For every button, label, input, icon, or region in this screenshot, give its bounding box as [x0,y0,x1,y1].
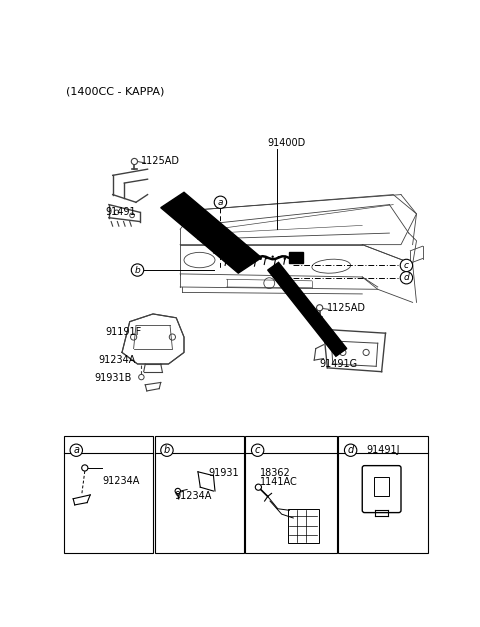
Text: d: d [404,273,409,282]
Circle shape [400,260,413,271]
Polygon shape [161,192,262,273]
Text: 91491: 91491 [105,208,135,218]
Text: 91400D: 91400D [268,138,306,148]
Bar [374,477,389,497]
Text: a: a [217,198,223,207]
Text: 1125AD: 1125AD [142,157,180,167]
Circle shape [252,444,264,456]
Circle shape [253,256,256,258]
Circle shape [400,271,413,284]
Circle shape [284,258,286,260]
Text: 1141AC: 1141AC [260,477,298,487]
Circle shape [265,257,268,260]
Circle shape [345,444,357,456]
Text: 91491G: 91491G [320,359,358,369]
Text: 18362: 18362 [260,468,291,478]
Text: 91931B: 91931B [94,373,132,383]
Circle shape [272,256,274,258]
Polygon shape [268,262,347,356]
Circle shape [132,264,144,277]
Bar [288,508,319,544]
Bar [155,436,244,552]
Circle shape [241,256,244,259]
Bar [338,436,428,552]
Bar [288,252,302,263]
Circle shape [214,196,227,208]
Text: c: c [255,445,260,455]
Text: 91234A: 91234A [175,491,212,501]
Circle shape [229,256,232,259]
Bar [245,436,336,552]
Circle shape [277,256,280,258]
Text: 1125AD: 1125AD [327,303,366,313]
Bar [64,436,153,552]
Text: c: c [404,261,409,270]
Circle shape [247,255,250,258]
Text: b: b [134,266,140,275]
Circle shape [260,258,262,260]
Text: (1400CC - KAPPA): (1400CC - KAPPA) [66,86,165,96]
Text: 91234A: 91234A [99,355,136,365]
Text: 91191F: 91191F [105,327,141,337]
Text: b: b [164,445,170,455]
Text: a: a [73,445,79,455]
Text: d: d [348,445,354,455]
Text: 91234A: 91234A [103,476,140,486]
Circle shape [235,258,238,260]
Circle shape [70,444,83,456]
Text: 91491J: 91491J [366,445,400,455]
Circle shape [161,444,173,456]
Text: 91931: 91931 [209,468,240,478]
